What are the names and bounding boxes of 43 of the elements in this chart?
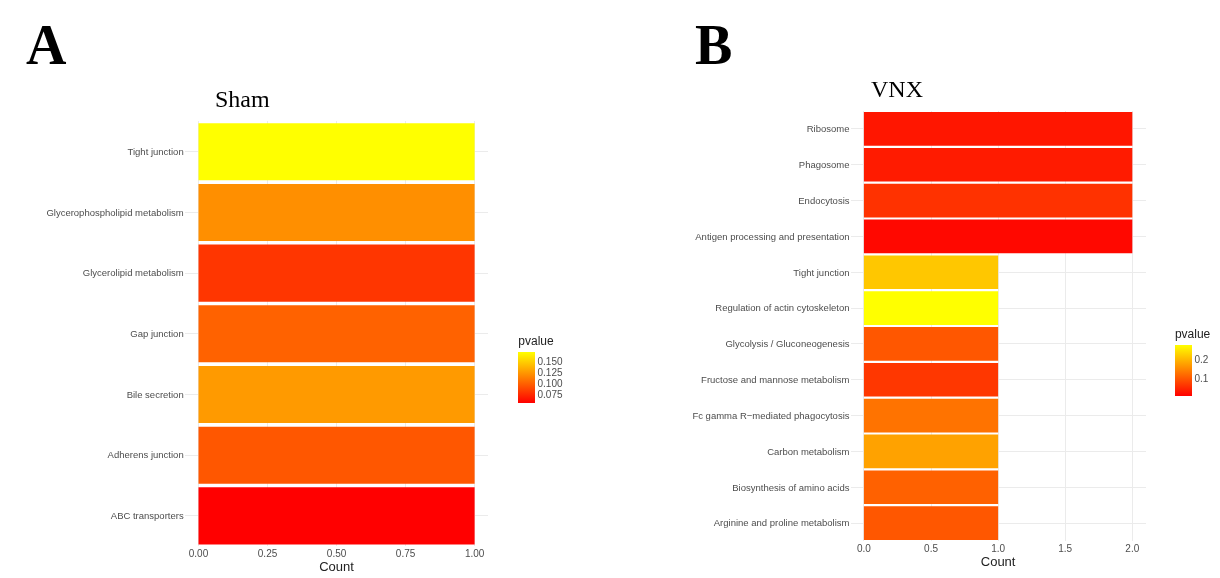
y-tick-label: Tight junction <box>793 266 850 278</box>
y-tick-label: Arginine and proline metabolism <box>713 517 850 529</box>
y-tick-label: Fructose and mannose metabolism <box>701 374 850 386</box>
x-tick-label: 0.00 <box>188 548 209 560</box>
y-tick-label: Glycerolipid metabolism <box>82 267 184 279</box>
x-tick-label: 0.5 <box>924 543 939 555</box>
y-tick-label: Ribosome <box>806 123 850 135</box>
color-bar-label: 0.125 <box>537 367 563 379</box>
y-tick-label: Endocytosis <box>798 194 850 206</box>
y-tick-label: Adherens junction <box>107 449 184 461</box>
color-bar-label: 0.075 <box>537 389 563 401</box>
x-tick-label: 1.5 <box>1058 543 1073 555</box>
x-tick-label: 2.0 <box>1125 543 1140 555</box>
chart-title: VNX <box>871 76 923 102</box>
color-bar-title: pvalue <box>1174 326 1211 341</box>
chart-title: Sham <box>215 86 270 112</box>
y-tick-label: Tight junction <box>127 146 184 158</box>
y-tick-label: ABC transporters <box>110 510 184 522</box>
x-axis-title: Count <box>319 559 355 575</box>
x-tick-label: 1.0 <box>991 543 1006 555</box>
text: A <box>26 14 67 76</box>
color-bar-label: 0.100 <box>537 378 563 390</box>
x-tick-label: 0.75 <box>395 548 416 560</box>
y-tick-label: Biosynthesis of amino acids <box>732 481 850 493</box>
y-tick-label: Glycolysis / Gluconeogenesis <box>725 338 850 350</box>
x-tick-label: 1.00 <box>464 548 485 560</box>
y-tick-label: Glycerophospholipid metabolism <box>46 206 184 218</box>
color-bar-label: 0.2 <box>1194 354 1209 366</box>
y-tick-label: Fc gamma R−mediated phagocytosis <box>692 409 850 421</box>
y-tick-label: Antigen processing and presentation <box>695 230 850 242</box>
text: B <box>695 14 733 76</box>
x-tick-label: 0.25 <box>257 548 278 560</box>
y-tick-label: Bile secretion <box>126 388 184 400</box>
y-tick-label: Carbon metabolism <box>767 445 850 457</box>
color-bar-title: pvalue <box>518 334 554 349</box>
y-tick-label: Gap junction <box>130 328 184 340</box>
x-axis-title: Count <box>980 554 1016 570</box>
x-tick-label: 0.50 <box>326 548 347 560</box>
y-tick-label: Phagosome <box>798 159 850 171</box>
color-bar-label: 0.150 <box>537 355 563 367</box>
x-tick-label: 0.0 <box>856 543 872 555</box>
y-tick-label: Regulation of actin cytoskeleton <box>715 302 850 314</box>
color-bar-label: 0.1 <box>1194 372 1209 384</box>
